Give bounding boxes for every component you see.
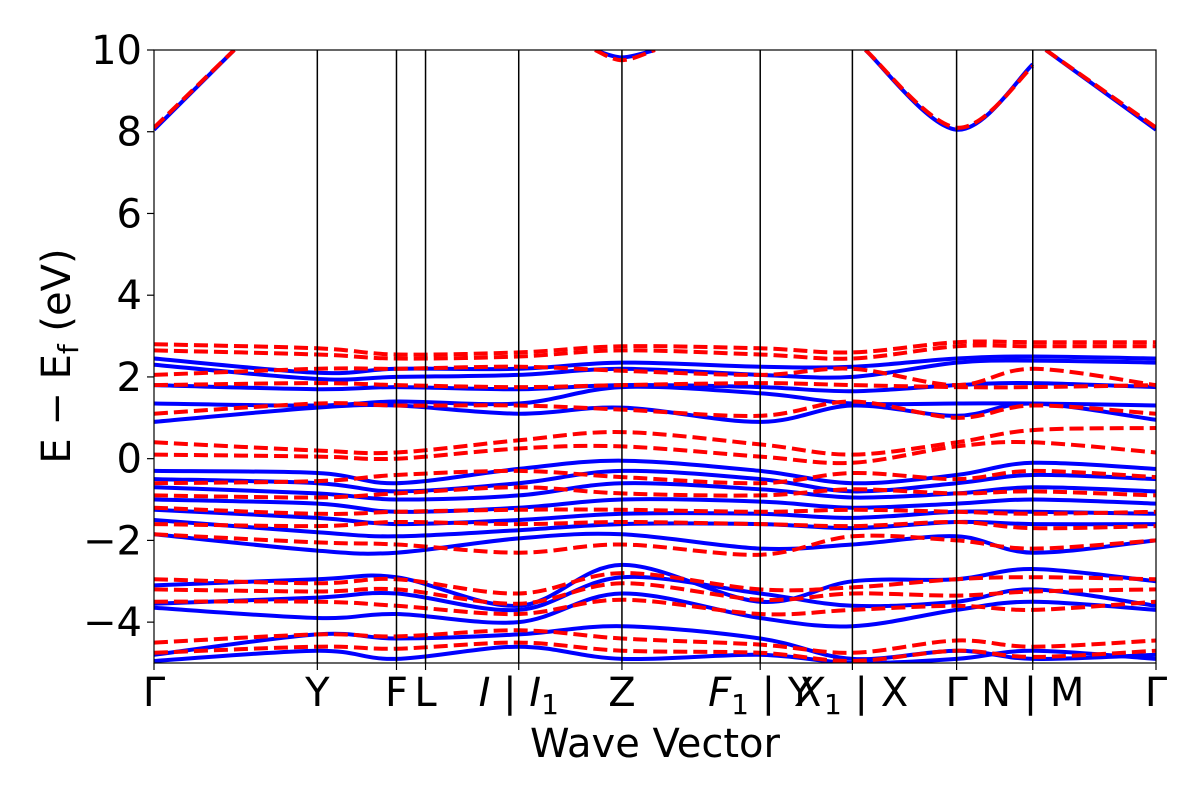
- k-point-divider-lines: [316, 50, 1034, 663]
- bands-red-line-10: [154, 440, 1156, 466]
- y-tick-label-0: −4: [83, 600, 142, 646]
- y-axis-label: E − Ef (eV): [34, 248, 85, 463]
- y-axis: −4 −2 0 2 4 6 8 10: [83, 28, 154, 646]
- bands-red-line-0: [154, 50, 236, 130]
- bands-red-line-17: [154, 581, 1156, 606]
- bands-red-line-5: [154, 343, 1156, 361]
- bands-red-line-11: [154, 468, 1156, 486]
- bands-red-line-15: [154, 532, 1156, 557]
- x-tick-label-10: Γ: [1145, 670, 1168, 716]
- bands-blue-line-2: [864, 50, 1035, 132]
- bands-red-line-19: [154, 628, 1156, 655]
- bands-red-line-18: [154, 597, 1156, 617]
- x-tick-label-4: I | I1: [479, 670, 559, 721]
- x-tick-label-3: L: [414, 670, 437, 716]
- x-tick-label-5: Z: [608, 670, 635, 716]
- bands-red: [154, 50, 1156, 663]
- bands-red-line-9: [154, 426, 1156, 457]
- bands-layer: [154, 50, 1156, 663]
- y-tick-label-7: 10: [91, 28, 142, 74]
- bands-red-line-6: [154, 364, 1156, 388]
- bands-red-line-3: [1044, 50, 1156, 130]
- bands-blue-line-4: [154, 354, 1156, 376]
- y-tick-label-3: 2: [117, 355, 142, 401]
- x-tick-label-6: F1 | Y: [708, 670, 813, 721]
- bands-blue: [154, 50, 1156, 663]
- bands-red-line-2: [864, 50, 1035, 130]
- bands-blue-line-13: [154, 507, 1156, 527]
- bands-blue-line-16: [154, 562, 1156, 608]
- x-axis-label: Wave Vector: [530, 721, 781, 767]
- x-tick-label-1: Y: [304, 670, 330, 716]
- bands-blue-line-10: [154, 468, 1156, 494]
- bands-blue-line-5: [154, 358, 1156, 382]
- y-tick-label-6: 8: [117, 110, 142, 156]
- y-tick-label-1: −2: [83, 518, 142, 564]
- bands-red-line-16: [154, 571, 1156, 596]
- bands-blue-line-6: [154, 381, 1156, 394]
- y-tick-label-2: 0: [117, 437, 142, 483]
- x-tick-label-9: N | M: [981, 670, 1084, 716]
- x-tick-label-0: Γ: [143, 670, 166, 716]
- x-tick-label-8: Γ: [945, 670, 968, 716]
- bands-blue-line-11: [154, 481, 1156, 502]
- x-tick-label-7: X1 | X: [795, 670, 909, 721]
- bands-red-line-20: [154, 640, 1156, 663]
- y-tick-label-5: 6: [117, 191, 142, 237]
- bands-blue-line-0: [154, 50, 236, 132]
- x-tick-label-2: F: [385, 670, 408, 716]
- y-tick-label-4: 4: [117, 273, 142, 319]
- bands-blue-line-12: [154, 497, 1156, 514]
- bands-blue-line-14: [154, 518, 1156, 539]
- bands-red-line-12: [154, 485, 1156, 500]
- bands-blue-line-18: [154, 591, 1156, 629]
- bands-red-line-4: [154, 339, 1156, 357]
- plot-frame: [153, 49, 1157, 664]
- bands-red-line-8: [154, 399, 1156, 420]
- bands-blue-line-9: [154, 458, 1156, 486]
